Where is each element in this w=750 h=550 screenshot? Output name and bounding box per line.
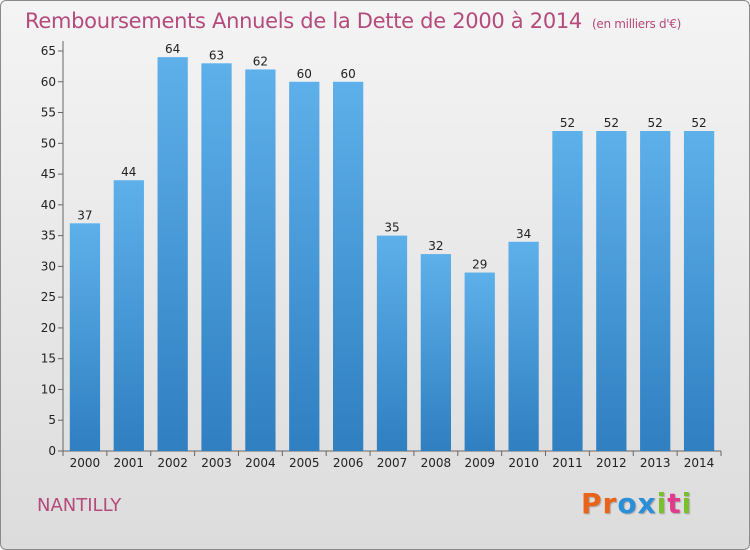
y-tick-label: 20 <box>41 321 56 335</box>
y-tick-label: 40 <box>41 198 56 212</box>
x-tick-label: 2006 <box>333 456 364 470</box>
x-tick-label: 2014 <box>684 456 715 470</box>
y-tick-label: 10 <box>41 382 56 396</box>
bar <box>289 81 320 452</box>
x-tick-label: 2001 <box>114 456 145 470</box>
data-label: 35 <box>384 221 399 235</box>
y-tick-label: 55 <box>41 106 56 120</box>
x-tick-label: 2012 <box>596 456 627 470</box>
chart-bars <box>69 57 715 452</box>
bar <box>508 241 539 451</box>
bar <box>69 223 101 451</box>
data-label: 52 <box>691 116 706 130</box>
y-tick-label: 45 <box>41 167 56 181</box>
bar <box>420 254 452 451</box>
x-tick-label: 2010 <box>508 456 539 470</box>
bar <box>552 131 583 451</box>
y-tick-label: 15 <box>41 352 56 366</box>
data-label: 32 <box>428 239 443 253</box>
bar <box>113 180 144 451</box>
x-tick-label: 2003 <box>201 456 232 470</box>
chart-axes: 0 5 10 15 20 25 30 35 40 45 50 55 60 65 <box>41 41 722 458</box>
data-label: 60 <box>297 67 312 81</box>
x-tick-label: 2007 <box>377 456 408 470</box>
bar <box>201 63 232 452</box>
x-tick-label: 2005 <box>289 456 320 470</box>
data-label: 29 <box>472 258 487 272</box>
y-tick-label: 35 <box>41 229 56 243</box>
data-label: 64 <box>165 42 180 56</box>
data-label: 34 <box>516 227 531 241</box>
bar <box>245 69 276 451</box>
data-label: 63 <box>209 48 224 62</box>
chart-subtitle: (en milliers d'€) <box>592 17 682 31</box>
bar <box>376 235 408 451</box>
logo-letter: i <box>681 487 693 520</box>
logo-letter: t <box>667 487 682 520</box>
logo-letter: o <box>617 487 638 520</box>
y-tick-label: 0 <box>48 444 56 458</box>
data-label: 52 <box>604 116 619 130</box>
bar <box>332 81 364 452</box>
proxiti-logo[interactable]: Proxiti <box>581 487 692 520</box>
bar <box>157 57 188 452</box>
bar <box>596 131 627 451</box>
y-tick-label: 60 <box>41 75 56 89</box>
y-tick-label: 25 <box>41 290 56 304</box>
data-label: 60 <box>340 67 355 81</box>
logo-letter: i <box>656 487 668 520</box>
data-label: 62 <box>253 54 268 68</box>
data-label: 52 <box>560 116 575 130</box>
data-label: 37 <box>77 208 92 222</box>
bar <box>640 131 671 451</box>
chart-labels: 2000 37 2001 44 2002 64 2003 63 2004 62 2005 60 2006… <box>70 42 715 470</box>
x-tick-label: 2000 <box>70 456 101 470</box>
x-tick-label: 2008 <box>421 456 452 470</box>
logo-letter: r <box>602 487 618 520</box>
logo-letter: x <box>637 487 657 520</box>
x-tick-label: 2013 <box>640 456 671 470</box>
data-label: 52 <box>648 116 663 130</box>
y-tick-label: 30 <box>41 259 56 273</box>
y-tick-label: 65 <box>41 44 56 58</box>
x-tick-label: 2009 <box>464 456 495 470</box>
chart-title: Remboursements Annuels de la Dette de 20… <box>25 9 682 33</box>
x-tick-label: 2011 <box>552 456 583 470</box>
city-name: NANTILLY <box>37 495 122 516</box>
bar <box>464 272 495 451</box>
x-tick-label: 2004 <box>245 456 276 470</box>
bar <box>683 131 715 451</box>
y-tick-label: 50 <box>41 136 56 150</box>
logo-letter: P <box>581 487 603 520</box>
x-tick-label: 2002 <box>157 456 188 470</box>
y-tick-label: 5 <box>48 413 56 427</box>
data-label: 44 <box>121 165 136 179</box>
